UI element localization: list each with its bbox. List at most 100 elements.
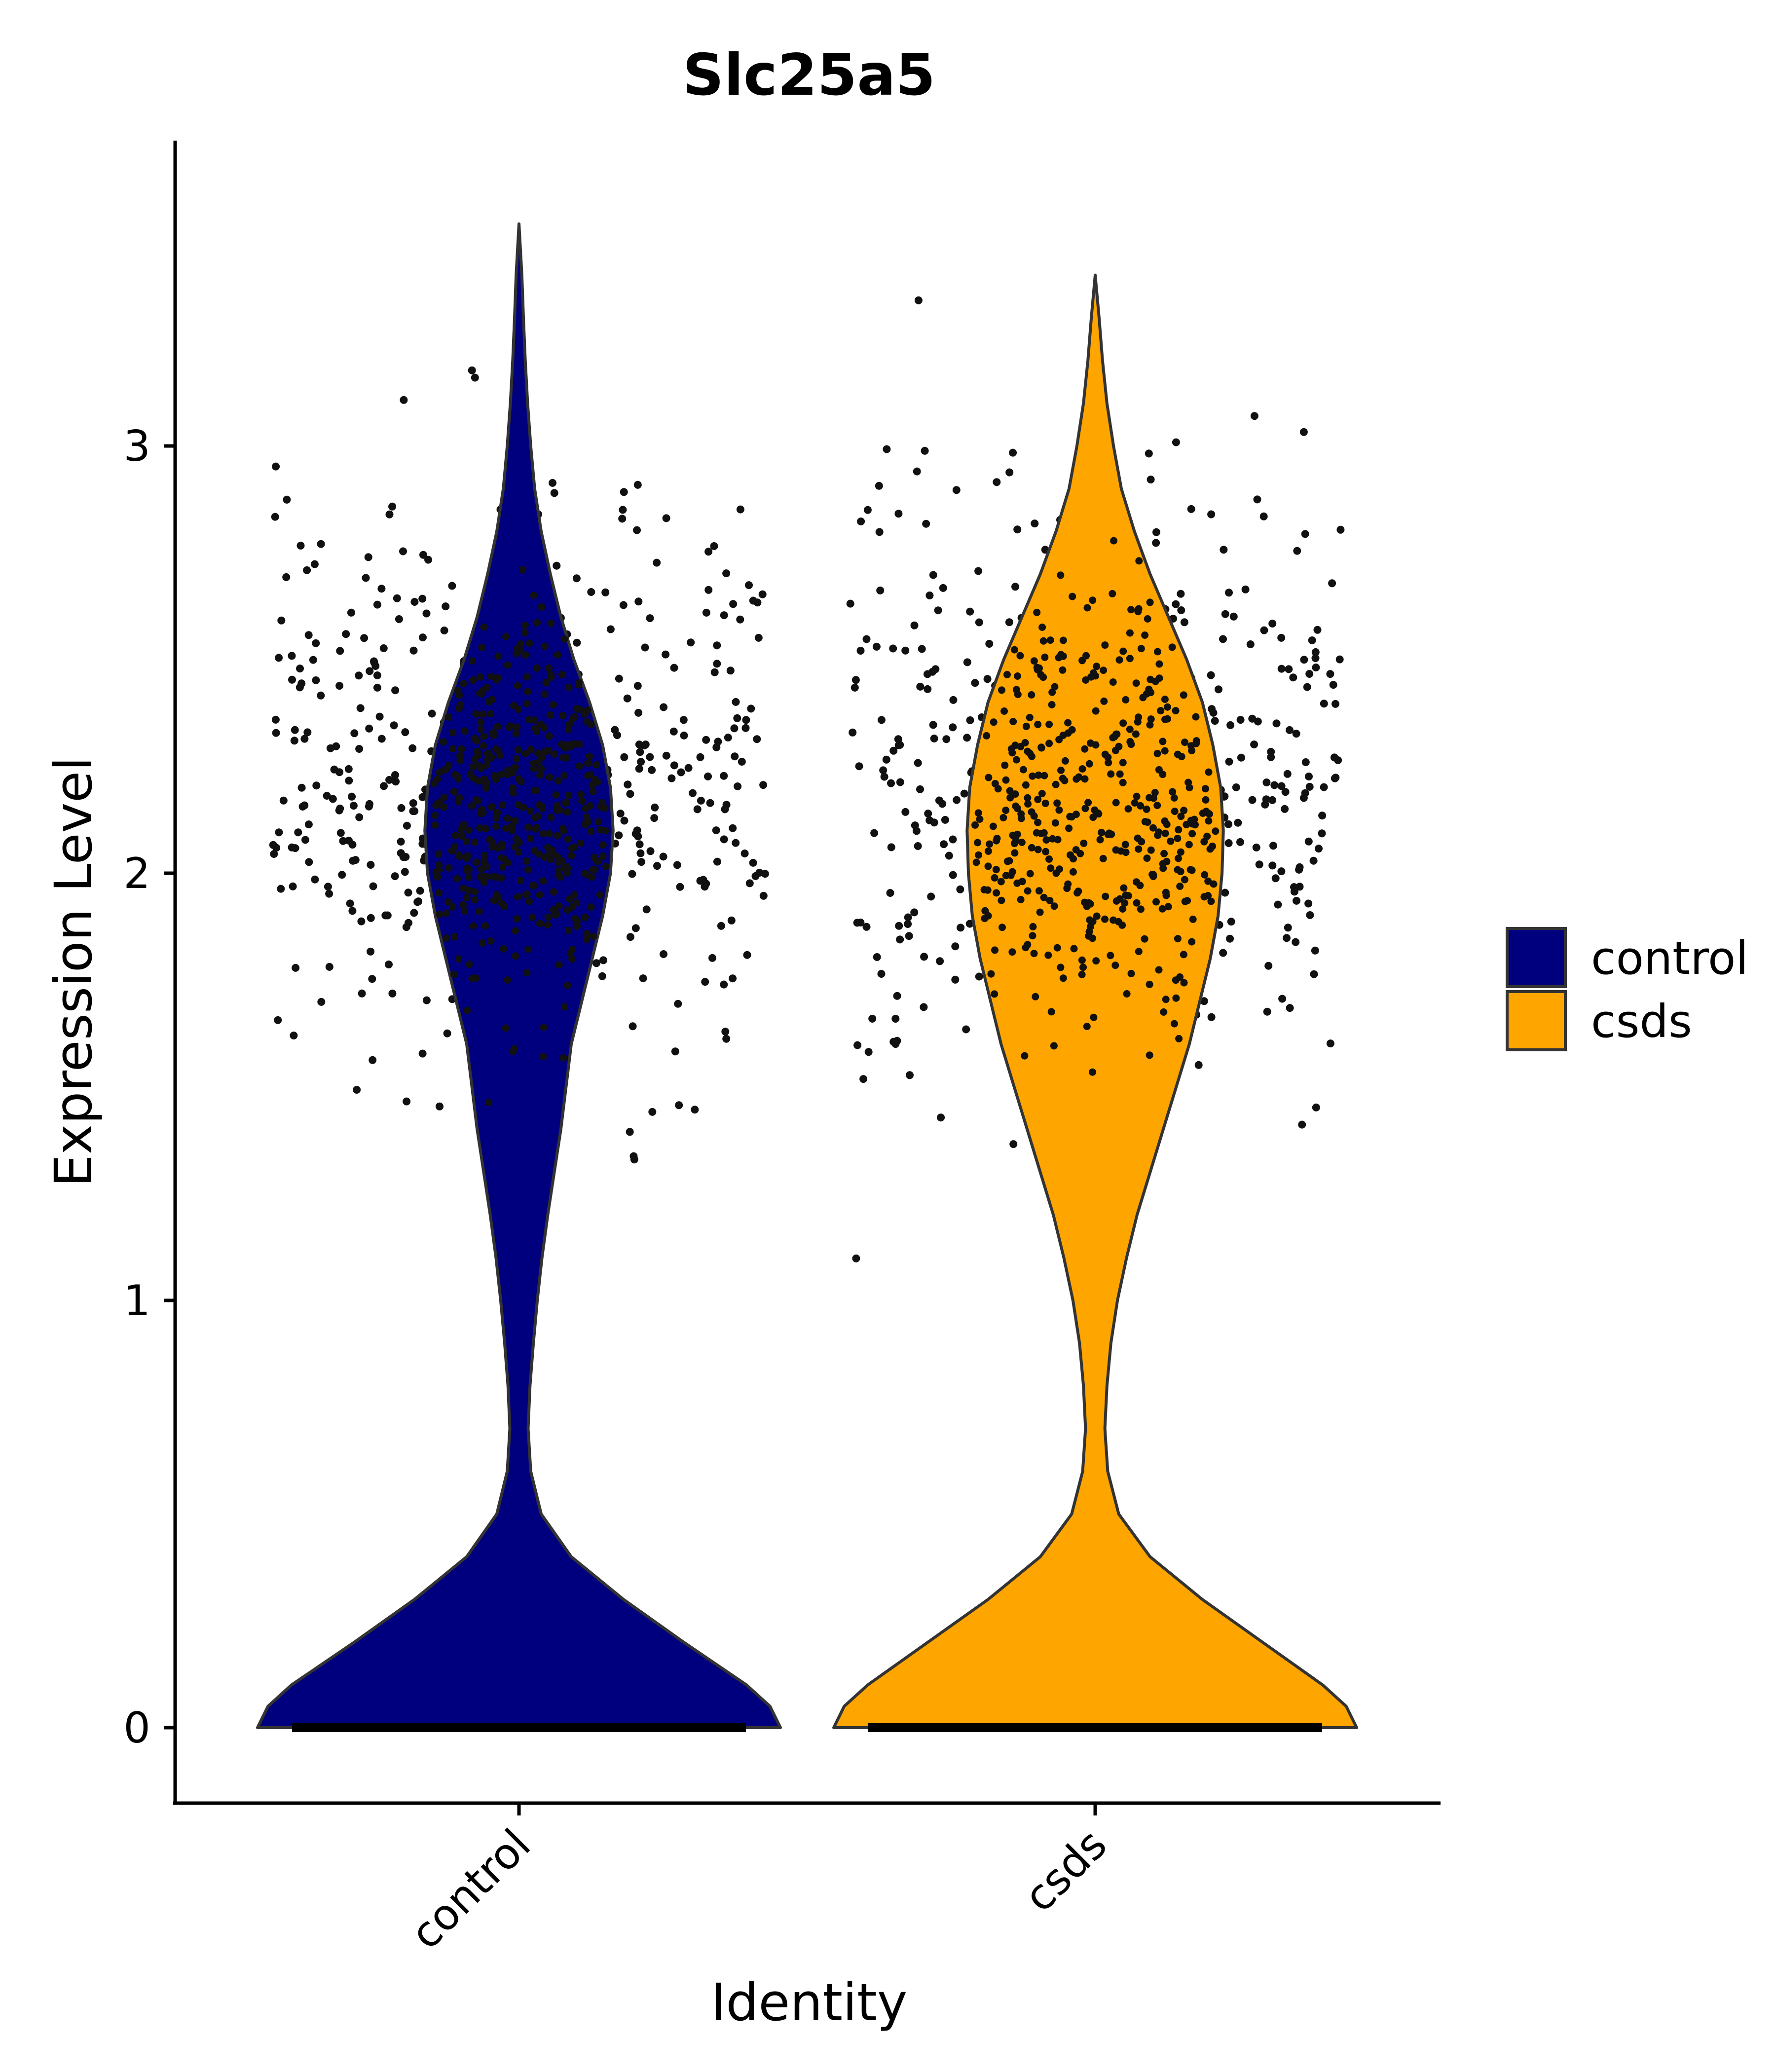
data-point: [749, 858, 757, 867]
data-point: [852, 1254, 860, 1262]
data-point: [599, 852, 607, 860]
data-point: [963, 658, 971, 666]
data-point: [697, 796, 705, 805]
data-point: [537, 765, 545, 773]
data-point: [556, 806, 563, 814]
data-point: [729, 600, 738, 608]
data-point: [487, 672, 495, 680]
data-point: [717, 922, 725, 930]
data-point: [512, 730, 520, 738]
data-point: [436, 768, 444, 776]
data-point: [1110, 916, 1117, 924]
data-point: [1188, 830, 1196, 838]
data-point: [282, 573, 291, 581]
data-point: [611, 726, 619, 734]
data-point: [1147, 846, 1155, 854]
data-point: [1320, 783, 1328, 791]
data-point: [1283, 934, 1291, 942]
data-point: [910, 621, 919, 629]
data-point: [272, 729, 280, 737]
data-point: [409, 646, 418, 655]
data-point: [1304, 899, 1313, 908]
data-point: [1236, 838, 1244, 846]
data-point: [1021, 1052, 1029, 1060]
data-point: [1024, 747, 1032, 755]
data-point: [418, 594, 427, 603]
data-point: [442, 766, 449, 774]
data-point: [1126, 629, 1134, 637]
data-point: [713, 641, 721, 650]
data-point: [1204, 877, 1212, 885]
data-point: [1286, 726, 1294, 734]
data-point: [504, 771, 512, 778]
data-point: [459, 885, 467, 892]
data-point: [1318, 812, 1327, 820]
data-point: [588, 781, 596, 789]
data-point: [1083, 1023, 1091, 1031]
data-point: [940, 840, 948, 849]
data-point: [1286, 1004, 1294, 1012]
data-point: [367, 861, 375, 869]
data-point: [693, 805, 702, 814]
data-point: [1267, 747, 1275, 756]
data-point: [1083, 604, 1091, 612]
data-point: [400, 396, 408, 404]
data-point: [583, 813, 591, 821]
data-point: [591, 776, 599, 783]
data-point: [1298, 1120, 1306, 1129]
data-point: [1101, 915, 1109, 923]
data-point: [418, 1049, 427, 1058]
data-point: [914, 296, 923, 304]
data-point: [1119, 647, 1127, 655]
data-point: [440, 803, 448, 811]
data-point: [631, 924, 640, 932]
data-point: [883, 445, 891, 453]
data-point: [560, 772, 568, 779]
data-point: [1284, 924, 1292, 932]
data-point: [872, 642, 881, 651]
data-point: [538, 753, 546, 761]
data-point: [291, 726, 299, 734]
data-point: [733, 714, 741, 722]
data-point: [1224, 820, 1233, 828]
data-point: [521, 651, 529, 659]
data-point: [985, 774, 993, 781]
data-point: [1034, 818, 1042, 826]
data-point: [550, 489, 558, 497]
data-point: [345, 777, 353, 785]
data-point: [1318, 829, 1326, 838]
data-point: [1048, 701, 1056, 708]
data-point: [920, 953, 928, 961]
data-point: [549, 701, 557, 709]
data-point: [1207, 671, 1215, 679]
data-point: [309, 656, 317, 664]
data-point: [463, 893, 471, 901]
data-point: [667, 774, 676, 782]
y-tick-label: 0: [123, 1703, 150, 1753]
data-point: [515, 775, 522, 782]
data-point: [891, 1015, 900, 1023]
data-point: [480, 742, 487, 750]
data-point: [349, 802, 358, 810]
data-point: [275, 654, 283, 662]
data-point: [1141, 631, 1149, 639]
data-point: [568, 955, 576, 963]
data-point: [528, 914, 536, 922]
data-point: [732, 698, 740, 706]
data-point: [1237, 753, 1245, 762]
data-point: [477, 690, 485, 698]
data-point: [559, 712, 567, 719]
data-point: [851, 676, 860, 684]
data-point: [1126, 725, 1134, 733]
data-point: [877, 970, 886, 978]
data-point: [1152, 898, 1160, 906]
data-point: [1161, 715, 1169, 723]
data-point: [479, 710, 487, 718]
data-point: [288, 843, 296, 851]
data-point: [487, 710, 494, 718]
data-point: [560, 635, 568, 643]
data-point: [1109, 590, 1116, 597]
data-point: [1011, 790, 1019, 798]
data-point: [1270, 781, 1279, 789]
data-point: [1042, 836, 1050, 844]
